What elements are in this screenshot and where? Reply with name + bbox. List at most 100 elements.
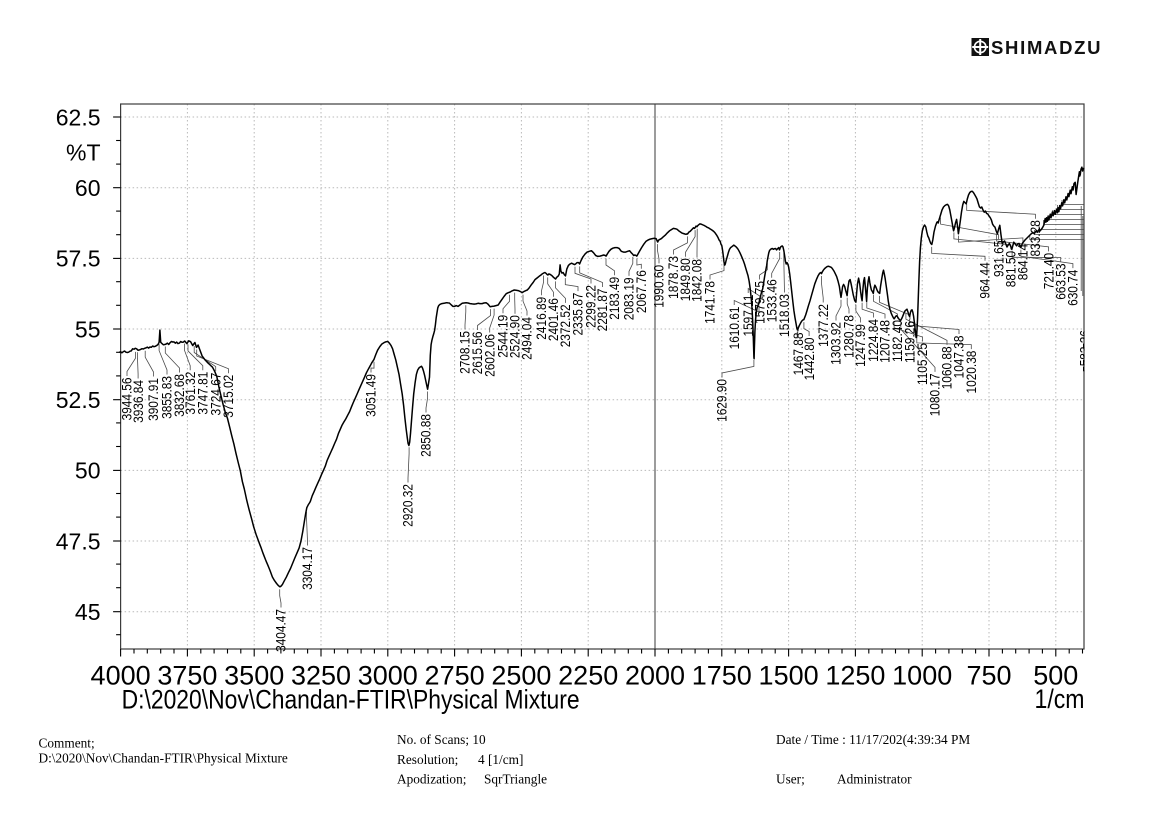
svg-text:3936.84: 3936.84 [130,380,146,423]
svg-text:964.44: 964.44 [977,262,993,298]
svg-text:2494.04: 2494.04 [519,317,535,360]
svg-text:630.74: 630.74 [1065,270,1081,306]
svg-text:D:\2020\Nov\Chandan-FTIR\Physi: D:\2020\Nov\Chandan-FTIR\Physical Mixtur… [39,751,288,766]
svg-text:931.65: 931.65 [991,241,1007,277]
svg-text:3855.83: 3855.83 [159,376,175,419]
svg-text:3250: 3250 [291,661,351,691]
svg-text:60: 60 [75,175,101,201]
svg-text:1247.99: 1247.99 [852,324,868,367]
svg-text:1280.78: 1280.78 [841,315,857,358]
svg-text:SHIMADZU: SHIMADZU [991,37,1102,58]
svg-text:1500: 1500 [759,661,819,691]
svg-text:881.50: 881.50 [1003,251,1019,287]
svg-text:1610.61: 1610.61 [726,307,742,350]
svg-text:SqrTriangle: SqrTriangle [484,772,547,787]
svg-text:Resolution;: Resolution; [397,752,458,767]
svg-text:3724.67: 3724.67 [208,373,224,416]
svg-text:3944.56: 3944.56 [119,378,135,421]
svg-text:2299.22: 2299.22 [583,285,599,328]
svg-text:3761.32: 3761.32 [182,372,198,415]
svg-text:Apodization;: Apodization; [397,772,466,787]
svg-text:1/cm: 1/cm [1035,684,1085,714]
svg-text:2335.87: 2335.87 [570,293,586,336]
svg-text:2183.49: 2183.49 [606,277,622,320]
svg-text:2615.56: 2615.56 [469,332,485,375]
svg-text:2920.32: 2920.32 [400,484,416,527]
svg-text:663.53: 663.53 [1053,264,1069,300]
svg-text:3304.17: 3304.17 [299,547,315,590]
svg-text:1020.38: 1020.38 [963,351,979,394]
svg-text:2524.90: 2524.90 [507,315,523,358]
svg-text:3715.02: 3715.02 [220,375,236,418]
svg-text:833.28: 833.28 [1027,220,1043,256]
svg-text:2067.76: 2067.76 [633,270,649,313]
svg-text:2000: 2000 [625,661,685,691]
svg-text:1467.88: 1467.88 [790,333,806,376]
svg-text:1442.80: 1442.80 [801,338,817,381]
svg-text:55: 55 [75,316,101,342]
svg-text:%T: %T [66,140,101,166]
svg-text:2401.46: 2401.46 [545,298,561,341]
svg-text:2850.88: 2850.88 [418,414,434,457]
svg-text:1629.90: 1629.90 [714,379,730,422]
svg-text:1207.48: 1207.48 [877,320,893,363]
svg-text:1518.03: 1518.03 [776,294,792,337]
svg-text:2750: 2750 [425,661,485,691]
svg-text:2500: 2500 [491,661,551,691]
svg-text:2372.52: 2372.52 [557,304,573,347]
svg-text:3000: 3000 [358,661,418,691]
svg-text:1750: 1750 [692,661,752,691]
svg-text:50: 50 [75,458,101,484]
svg-text:1579.75: 1579.75 [752,281,768,324]
svg-text:2250: 2250 [558,661,618,691]
svg-text:3907.91: 3907.91 [145,378,161,421]
svg-text:3500: 3500 [224,661,284,691]
svg-text:571.54: 571.54 [1080,336,1096,372]
svg-text:D:\2020\Nov\Chandan-FTIR\Physi: D:\2020\Nov\Chandan-FTIR\Physical Mixtur… [122,685,580,715]
svg-text:47.5: 47.5 [56,528,101,554]
svg-text:1878.73: 1878.73 [665,256,681,299]
svg-text:2416.89: 2416.89 [533,297,549,340]
svg-text:500: 500 [1033,661,1078,691]
svg-text:721.40: 721.40 [1041,253,1057,289]
svg-text:Administrator: Administrator [837,772,912,787]
svg-text:3750: 3750 [157,661,217,691]
svg-text:1224.84: 1224.84 [865,319,881,362]
svg-text:3051.49: 3051.49 [363,374,379,417]
svg-text:User;: User; [776,772,805,787]
svg-text:1182.40: 1182.40 [889,320,905,362]
svg-text:57.5: 57.5 [56,246,101,272]
svg-text:45: 45 [75,599,101,625]
svg-text:3832.68: 3832.68 [171,374,187,417]
svg-text:583.26: 583.26 [1077,330,1093,366]
svg-text:1990.60: 1990.60 [651,265,667,308]
svg-text:4000: 4000 [91,661,151,691]
svg-text:1000: 1000 [892,661,952,691]
svg-text:Date / Time : 11/17/202(4:39:3: Date / Time : 11/17/202(4:39:34 PM [776,732,970,747]
svg-text:1377.22: 1377.22 [815,304,831,347]
svg-text:750: 750 [966,661,1011,691]
svg-text:3747.81: 3747.81 [195,372,211,415]
svg-text:4 [1/cm]: 4 [1/cm] [478,752,523,767]
svg-text:62.5: 62.5 [56,104,101,130]
svg-text:1080.17: 1080.17 [927,373,943,416]
svg-text:1047.38: 1047.38 [951,336,967,379]
svg-text:1060.88: 1060.88 [939,346,955,389]
svg-text:864.14: 864.14 [1015,244,1031,280]
svg-text:1849.80: 1849.80 [677,258,693,301]
svg-text:2544.19: 2544.19 [495,315,511,358]
svg-text:1741.78: 1741.78 [702,281,718,324]
svg-text:1303.92: 1303.92 [828,322,844,365]
svg-text:52.5: 52.5 [56,387,101,413]
svg-text:1159.26: 1159.26 [902,321,918,363]
svg-text:1250: 1250 [825,661,885,691]
svg-text:2281.87: 2281.87 [594,289,610,332]
svg-text:1597.11: 1597.11 [740,295,756,337]
svg-text:3404.47: 3404.47 [273,609,289,652]
svg-text:No. of Scans; 10: No. of Scans; 10 [397,732,486,747]
svg-text:1533.46: 1533.46 [764,279,780,322]
svg-text:2602.06: 2602.06 [482,334,498,377]
svg-text:2083.19: 2083.19 [621,277,637,320]
svg-text:2708.15: 2708.15 [457,331,473,374]
svg-text:Comment;: Comment; [39,736,95,751]
